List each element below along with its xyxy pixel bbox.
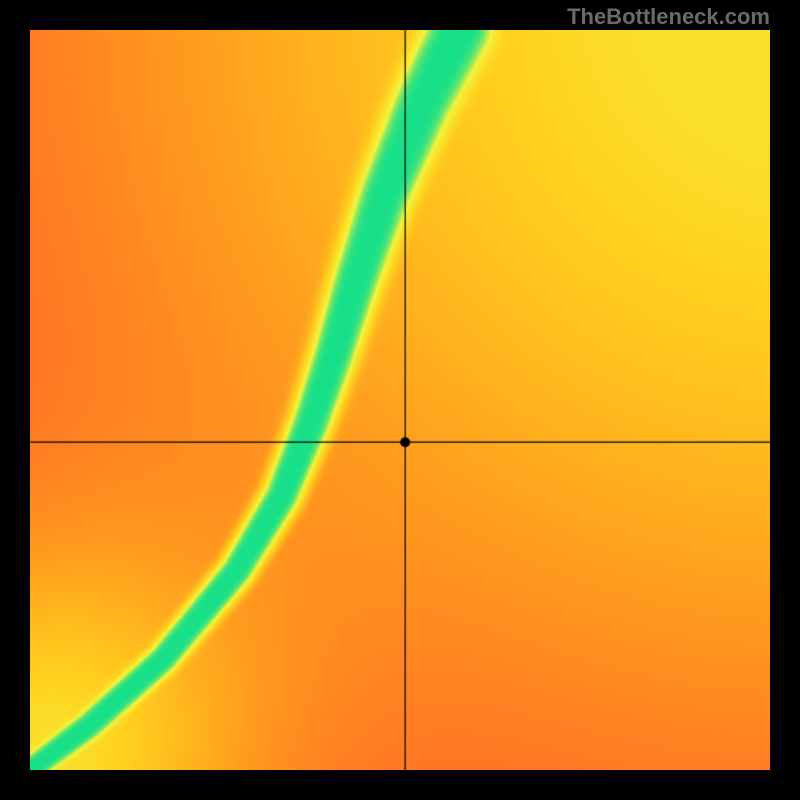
chart-frame: TheBottleneck.com [0, 0, 800, 800]
heatmap-plot [30, 30, 770, 770]
watermark-text: TheBottleneck.com [567, 4, 770, 30]
heatmap-canvas [30, 30, 770, 770]
